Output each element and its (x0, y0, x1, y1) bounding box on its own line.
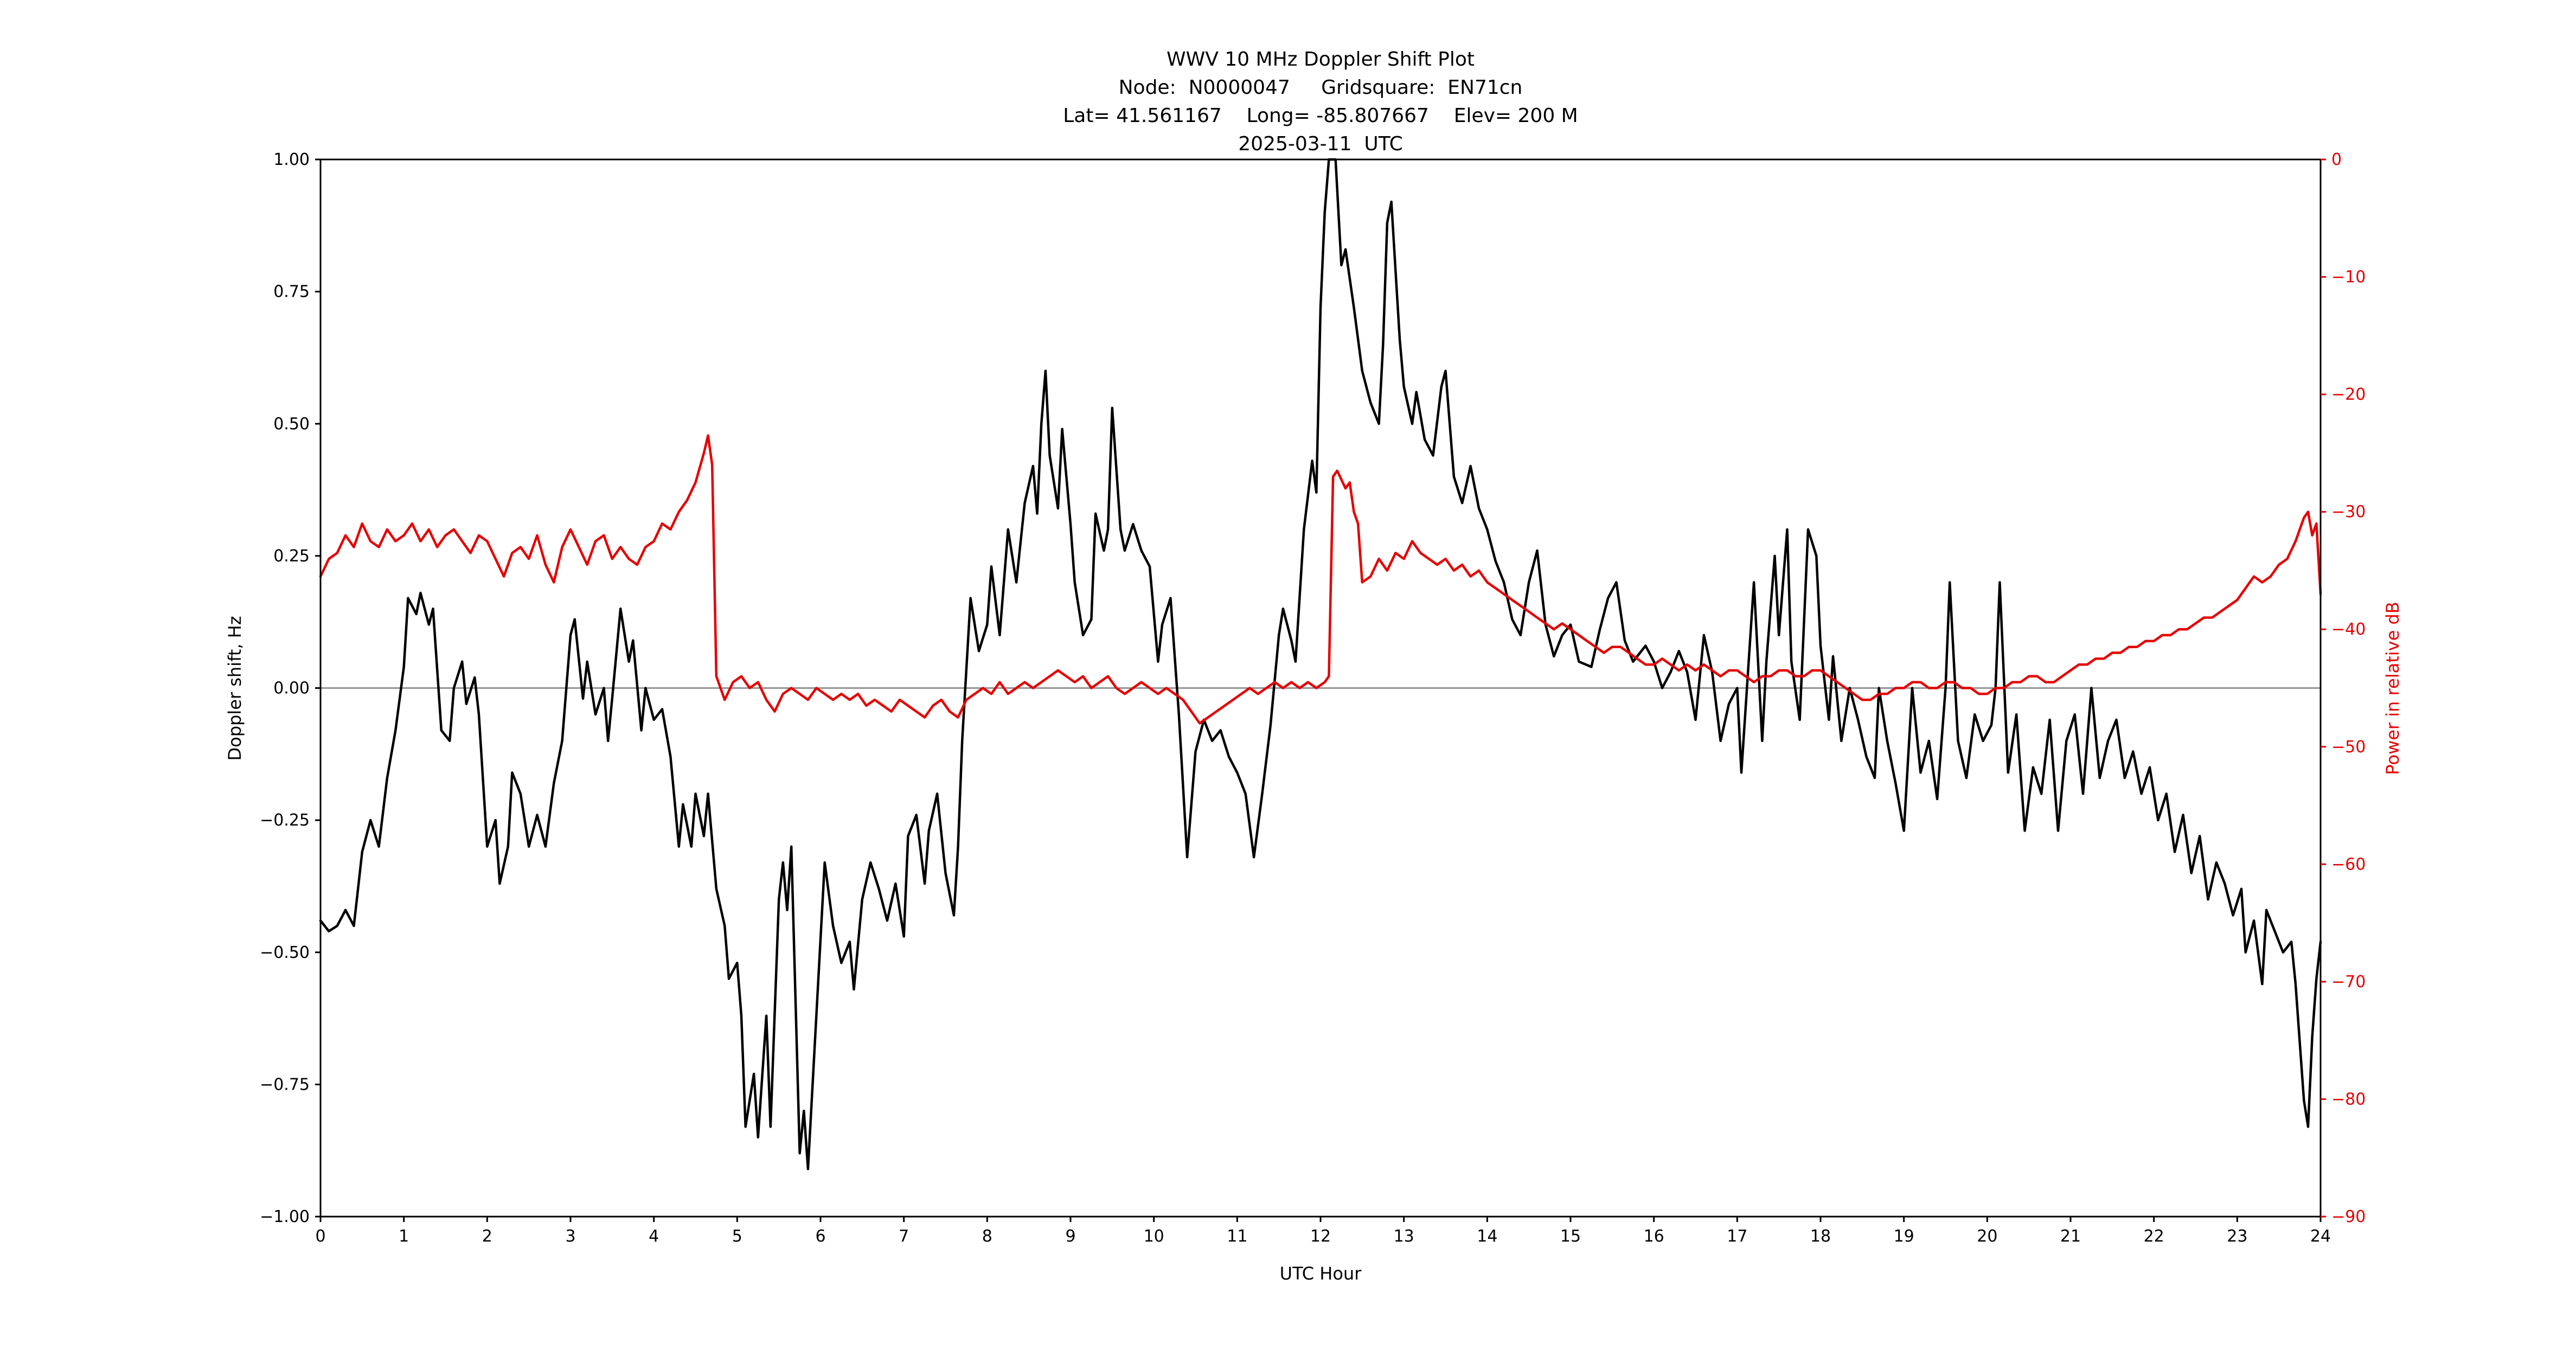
x-tick-label: 9 (1065, 1227, 1075, 1246)
x-tick-label: 19 (1894, 1227, 1914, 1246)
x-tick-label: 0 (315, 1227, 325, 1246)
y-axis-label-left: Doppler shift, Hz (225, 616, 245, 761)
x-tick-label: 5 (732, 1227, 742, 1246)
x-tick-label: 24 (2310, 1227, 2331, 1246)
x-axis-label: UTC Hour (1279, 1263, 1362, 1284)
y-left-tick-label: 0.50 (273, 414, 310, 433)
x-tick-label: 21 (2060, 1227, 2081, 1246)
x-tick-label: 8 (982, 1227, 992, 1246)
y-right-tick-label: −20 (2331, 385, 2366, 404)
x-tick-label: 14 (1477, 1227, 1497, 1246)
x-tick-label: 22 (2144, 1227, 2164, 1246)
y-left-tick-label: −0.50 (260, 943, 310, 962)
node-gridsquare-line: Node: N0000047 Gridsquare: EN71cn (1118, 76, 1523, 99)
x-tick-label: 6 (815, 1227, 825, 1246)
x-tick-label: 18 (1810, 1227, 1831, 1246)
date-utc-line: 2025-03-11 UTC (1238, 133, 1403, 155)
y-right-tick-label: 0 (2331, 150, 2342, 169)
lat-long-elev-line: Lat= 41.561167 Long= -85.807667 Elev= 20… (1063, 105, 1578, 127)
y-right-tick-label: −40 (2331, 620, 2366, 639)
y-right-tick-label: −70 (2331, 973, 2366, 992)
x-tick-label: 23 (2227, 1227, 2247, 1246)
plot-title: WWV 10 MHz Doppler Shift Plot (1167, 48, 1475, 71)
x-tick-label: 11 (1227, 1227, 1247, 1246)
doppler-shift-line (319, 158, 2322, 1170)
x-tick-label: 15 (1560, 1227, 1581, 1246)
y-left-tick-label: −1.00 (260, 1207, 310, 1226)
y-left-tick-label: −0.75 (260, 1075, 310, 1094)
x-tick-label: 2 (482, 1227, 492, 1246)
y-left-tick-label: 0.00 (273, 679, 310, 698)
x-tick-label: 16 (1644, 1227, 1664, 1246)
x-tick-label: 17 (1727, 1227, 1747, 1246)
power-line (319, 434, 2322, 725)
x-tick-label: 1 (399, 1227, 409, 1246)
y-left-tick-label: 1.00 (273, 150, 310, 169)
y-axis-label-right: Power in relative dB (2382, 602, 2403, 775)
x-tick-label: 7 (899, 1227, 909, 1246)
y-right-tick-label: −90 (2331, 1207, 2366, 1226)
y-left-tick-label: −0.25 (260, 811, 310, 830)
x-tick-label: 20 (1977, 1227, 1997, 1246)
y-right-tick-label: −10 (2331, 268, 2366, 287)
title-block: WWV 10 MHz Doppler Shift Plot Node: N000… (321, 46, 2321, 158)
y-right-tick-label: −60 (2331, 855, 2366, 874)
x-tick-label: 12 (1310, 1227, 1331, 1246)
y-right-tick-label: −30 (2331, 503, 2366, 522)
y-right-tick-label: −80 (2331, 1090, 2366, 1109)
y-left-tick-label: 0.25 (273, 547, 310, 566)
x-tick-label: 4 (649, 1227, 659, 1246)
x-tick-label: 3 (565, 1227, 575, 1246)
x-tick-label: 10 (1144, 1227, 1164, 1246)
y-left-tick-label: 0.75 (273, 283, 310, 302)
y-right-tick-label: −50 (2331, 738, 2366, 757)
x-tick-label: 13 (1394, 1227, 1414, 1246)
